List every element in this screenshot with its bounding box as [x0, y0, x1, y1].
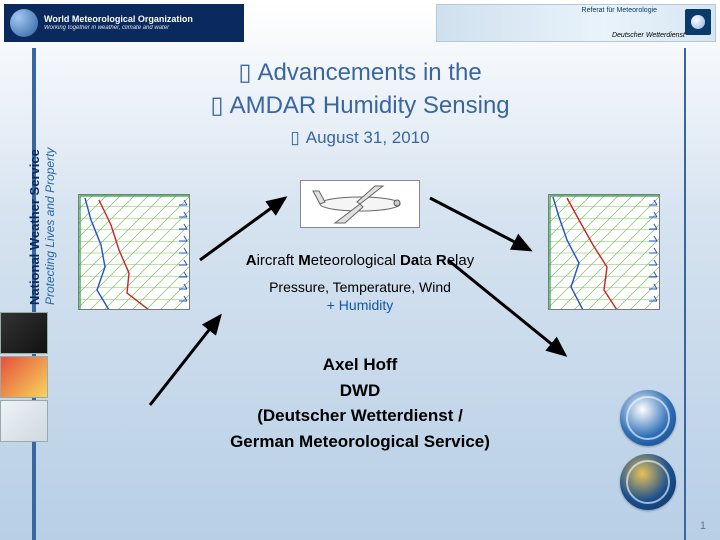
dwd-banner: Referat für Meteorologie Deutscher Wette…	[436, 4, 716, 42]
header-banners: World Meteorological Organization Workin…	[4, 4, 716, 42]
wmo-title: World Meteorological Organization	[44, 15, 193, 25]
thumbnail-1	[0, 312, 48, 354]
doc-seal-icon	[620, 454, 676, 510]
dwd-referat: Referat für Meteorologie	[582, 7, 657, 14]
amdar-acronym: Aircraft Meteorological Data Relay	[0, 252, 720, 269]
page-number: 1	[700, 520, 706, 532]
author-org1: DWD	[0, 378, 720, 404]
author-org3: German Meteorological Service)	[0, 429, 720, 455]
dwd-label: Deutscher Wetterdienst	[612, 32, 685, 39]
title-line1: Advancements in the	[258, 59, 482, 86]
noaa-seal-icon	[620, 390, 676, 446]
wmo-subtitle: Working together in weather, climate and…	[44, 25, 193, 32]
title-date: August 31, 2010	[306, 128, 430, 147]
humidity-label: + Humidity	[0, 297, 720, 313]
author-org2: (Deutscher Wetterdienst /	[0, 403, 720, 429]
wmo-globe-icon	[10, 9, 38, 37]
wmo-banner: World Meteorological Organization Workin…	[4, 4, 244, 42]
author-block: Axel Hoff DWD (Deutscher Wetterdienst / …	[0, 352, 720, 454]
ptw-label: Pressure, Temperature, Wind	[0, 279, 720, 295]
amdar-acronym-block: Aircraft Meteorological Data Relay Press…	[0, 252, 720, 313]
dwd-logo-icon	[685, 9, 711, 35]
author-name: Axel Hoff	[0, 352, 720, 378]
title-block: ▯Advancements in the ▯AMDAR Humidity Sen…	[0, 58, 720, 148]
aircraft-illustration	[300, 180, 420, 228]
title-line2: AMDAR Humidity Sensing	[230, 92, 510, 119]
